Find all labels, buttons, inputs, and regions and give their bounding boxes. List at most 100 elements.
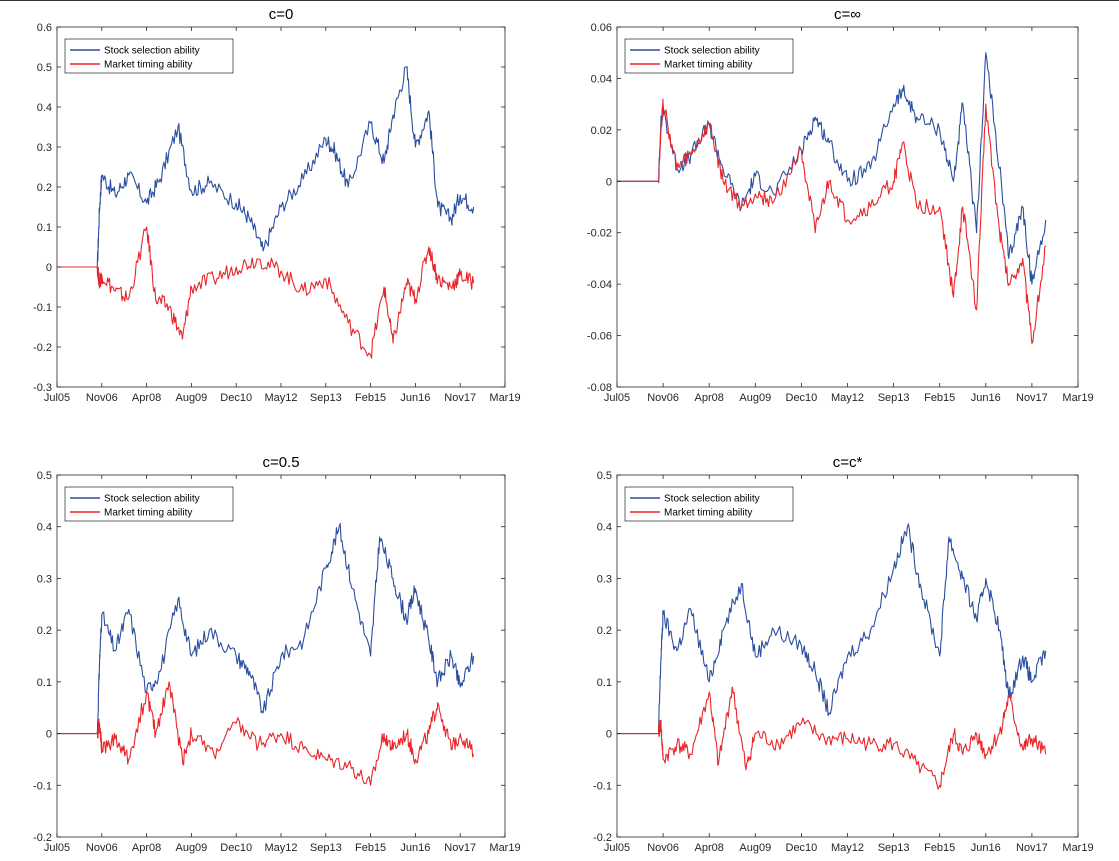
y-tick-label: 0.3 <box>37 573 52 585</box>
x-tick-label: Jul05 <box>44 842 70 854</box>
y-tick-label: -0.08 <box>587 382 612 394</box>
x-tick-label: May12 <box>831 392 864 404</box>
legend-box <box>64 38 234 74</box>
legend-box <box>624 486 794 522</box>
y-tick-label: 0.1 <box>597 677 612 689</box>
x-tick-label: Aug09 <box>739 392 771 404</box>
chart-panel-2: c=0.5 -0.2 -0.1 0 0.1 0.2 0.3 0.4 0.5 Jul05 Nov06 A… <box>33 454 521 854</box>
x-tick-label: Dec10 <box>220 842 252 854</box>
x-tick-label: May12 <box>264 392 297 404</box>
y-tick-label: 0.6 <box>37 22 52 34</box>
y-tick-label: 0.3 <box>37 142 52 154</box>
y-tick-label: 0.02 <box>591 125 612 137</box>
y-tick-label: -0.1 <box>593 780 612 792</box>
y-tick-label: 0 <box>46 262 52 274</box>
y-tick-label: 0.04 <box>591 73 612 85</box>
series-line-stock-selection <box>617 523 1047 735</box>
chart-title: c=c* <box>833 454 863 471</box>
axes-box <box>616 26 1079 388</box>
x-tick-label: Nov17 <box>444 392 476 404</box>
legend-label: Stock selection ability <box>664 46 760 57</box>
x-tick-label: Apr08 <box>695 842 724 854</box>
x-tick-label: Nov06 <box>86 842 118 854</box>
x-tick-label: Nov06 <box>86 392 118 404</box>
x-tick-label: Jun16 <box>400 842 430 854</box>
series-line-stock-selection <box>617 52 1047 285</box>
y-tick-label: -0.1 <box>33 780 52 792</box>
series-line-market-timing <box>617 98 1047 344</box>
chart-panel-0: c=0 -0.3 -0.2 -0.1 0 0.1 0.2 0.3 0.4 0.5 0.6 Jul05 N… <box>33 6 521 404</box>
y-tick-label: 0 <box>606 176 612 188</box>
x-tick-label: Feb15 <box>924 842 955 854</box>
y-tick-label: -0.2 <box>33 342 52 354</box>
series-line-market-timing <box>617 686 1047 790</box>
y-tick-label: -0.2 <box>593 832 612 844</box>
y-tick-label: -0.02 <box>587 228 612 240</box>
x-tick-label: Sep13 <box>878 842 910 854</box>
y-tick-label: 0 <box>46 729 52 741</box>
legend-label: Stock selection ability <box>664 494 760 505</box>
y-tick-label: -0.1 <box>33 302 52 314</box>
y-tick-label: 0 <box>606 729 612 741</box>
y-tick-label: 0.1 <box>37 677 52 689</box>
y-tick-label: 0.4 <box>37 522 52 534</box>
y-tick-label: 0.5 <box>37 62 52 74</box>
x-tick-label: Mar19 <box>1062 842 1093 854</box>
x-tick-label: May12 <box>264 842 297 854</box>
y-tick-label: 0.4 <box>597 522 612 534</box>
x-tick-label: Dec10 <box>786 842 818 854</box>
y-tick-label: 0.4 <box>37 102 52 114</box>
x-tick-label: Jun16 <box>971 842 1001 854</box>
x-tick-label: Feb15 <box>355 842 386 854</box>
x-tick-label: Aug09 <box>175 392 207 404</box>
y-tick-label: 0.3 <box>597 573 612 585</box>
x-tick-label: Jun16 <box>971 392 1001 404</box>
y-tick-label: 0.2 <box>37 625 52 637</box>
x-tick-label: Nov06 <box>647 842 679 854</box>
series-line-stock-selection <box>57 522 475 735</box>
x-tick-label: Dec10 <box>786 392 818 404</box>
y-tick-label: 0.5 <box>597 470 612 482</box>
x-tick-label: Sep13 <box>878 392 910 404</box>
x-tick-label: Jul05 <box>44 392 70 404</box>
legend-label: Market timing ability <box>664 508 752 519</box>
y-tick-label: 0.1 <box>37 222 52 234</box>
x-tick-label: Nov06 <box>647 392 679 404</box>
x-tick-label: Aug09 <box>739 842 771 854</box>
legend-label: Market timing ability <box>104 60 192 71</box>
y-tick-label: -0.04 <box>587 279 612 291</box>
y-tick-label: -0.2 <box>33 832 52 844</box>
x-tick-label: Mar19 <box>489 392 520 404</box>
chart-panel-3: c=c* -0.2 -0.1 0 0.1 0.2 0.3 0.4 0.5 Jul05 Nov06 Ap… <box>593 454 1094 854</box>
series-line-market-timing <box>57 681 475 786</box>
y-tick-label: -0.06 <box>587 331 612 343</box>
x-tick-label: Aug09 <box>175 842 207 854</box>
legend-label: Market timing ability <box>664 60 752 71</box>
x-tick-label: Nov17 <box>1016 842 1048 854</box>
x-tick-label: Apr08 <box>132 842 161 854</box>
legend-box <box>624 38 794 74</box>
x-tick-label: Nov17 <box>444 842 476 854</box>
y-tick-label: 0.5 <box>37 470 52 482</box>
y-tick-label: 0.06 <box>591 22 612 34</box>
chart-panel-1: c=∞ -0.08 -0.06 -0.04 -0.02 0 0.02 0.04 0.06 Jul0… <box>587 6 1094 404</box>
x-tick-label: Jul05 <box>604 842 630 854</box>
chart-title: c=∞ <box>834 6 861 23</box>
y-tick-label: -0.3 <box>33 382 52 394</box>
x-tick-label: Apr08 <box>132 392 161 404</box>
x-tick-label: Mar19 <box>1062 392 1093 404</box>
x-tick-label: Mar19 <box>489 842 520 854</box>
y-tick-label: 0.2 <box>597 625 612 637</box>
legend-label: Stock selection ability <box>104 494 200 505</box>
top-border-line <box>0 0 1119 1</box>
x-tick-label: Jun16 <box>400 392 430 404</box>
legend-box <box>64 486 234 522</box>
x-tick-label: Sep13 <box>310 842 342 854</box>
x-tick-label: Dec10 <box>220 392 252 404</box>
x-tick-label: Feb15 <box>924 392 955 404</box>
chart-title: c=0 <box>269 6 294 23</box>
series-line-stock-selection <box>57 66 475 268</box>
legend-label: Stock selection ability <box>104 46 200 57</box>
series-line-market-timing <box>57 226 475 359</box>
